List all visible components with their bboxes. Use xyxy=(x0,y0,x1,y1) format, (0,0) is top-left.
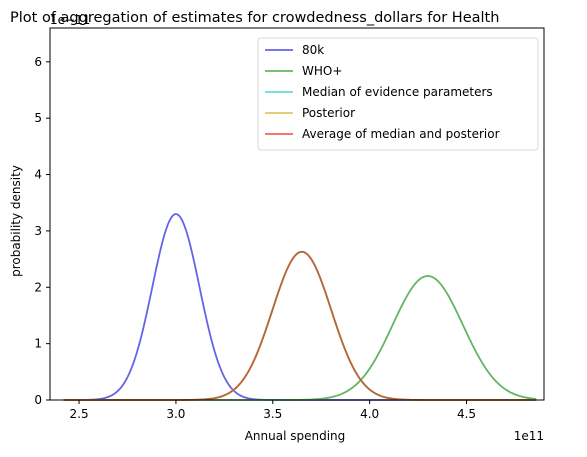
legend-entry-label: Posterior xyxy=(302,106,355,120)
y-tick-label: 5 xyxy=(34,111,42,125)
y-tick-label: 6 xyxy=(34,55,42,69)
y-axis-label: probability density xyxy=(9,165,23,277)
y-tick-label: 3 xyxy=(34,224,42,238)
x-offset-text: 1e11 xyxy=(514,429,544,443)
x-tick-label: 4.5 xyxy=(457,407,476,421)
axes-frame xyxy=(49,27,545,401)
legend: 80k WHO+ Median of evidence parameters Post… xyxy=(257,37,539,151)
legend-entry-label: Average of median and posterior xyxy=(302,127,500,141)
x-axis-ticks: 2.5 3.0 3.5 4.0 4.5 xyxy=(70,400,476,421)
y-axis-ticks: 0 1 2 3 4 5 6 xyxy=(34,55,50,407)
y-tick-label: 0 xyxy=(34,393,42,407)
y-offset-text: 1e−11 xyxy=(50,13,90,27)
x-tick-label: 4.0 xyxy=(360,407,379,421)
legend-entry-label: 80k xyxy=(302,43,324,57)
x-axis-label: Annual spending xyxy=(245,429,346,443)
x-tick-label: 2.5 xyxy=(70,407,89,421)
y-tick-label: 2 xyxy=(34,280,42,294)
x-tick-label: 3.0 xyxy=(166,407,185,421)
legend-entry-label: Median of evidence parameters xyxy=(302,85,493,99)
y-tick-label: 1 xyxy=(34,337,42,351)
legend-entry-label: WHO+ xyxy=(302,64,342,78)
axes-border xyxy=(49,27,545,401)
y-tick-label: 4 xyxy=(34,168,42,182)
chart-title: Plot of aggregation of estimates for cro… xyxy=(10,10,499,26)
x-tick-label: 3.5 xyxy=(263,407,282,421)
legend-box xyxy=(257,37,539,151)
